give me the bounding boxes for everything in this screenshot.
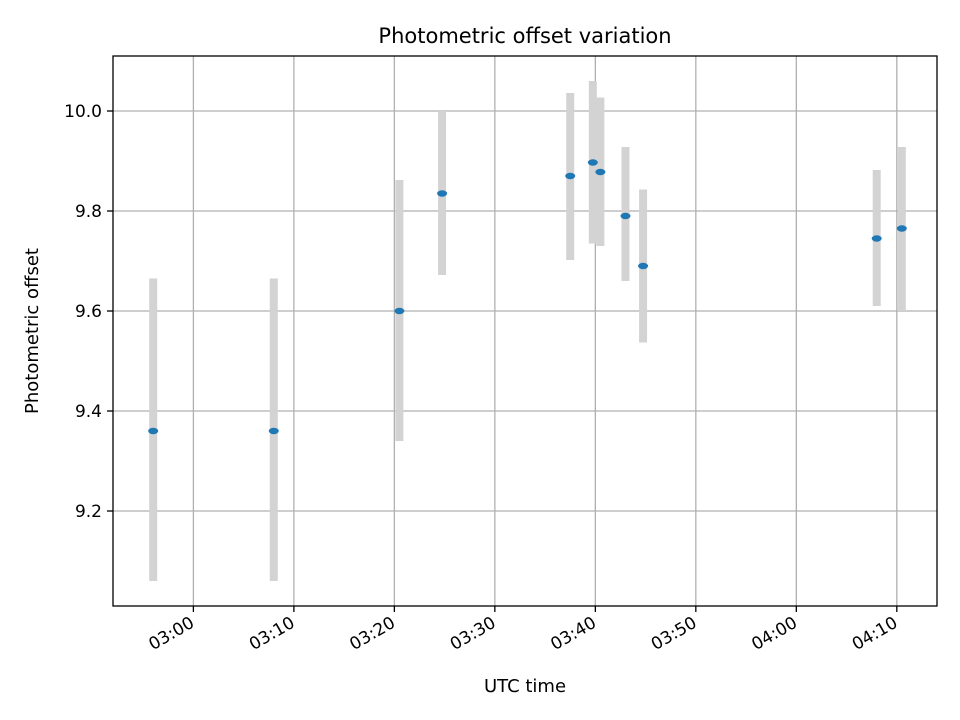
data-point [896, 225, 907, 232]
chart-title: Photometric offset variation [378, 24, 671, 48]
data-point [268, 427, 279, 435]
data-points [148, 159, 907, 435]
y-tick-label: 9.2 [75, 502, 102, 522]
y-tick-label: 9.8 [75, 202, 102, 222]
data-point [148, 427, 159, 435]
x-tick-label: 03:40 [547, 613, 599, 655]
grid-lines [113, 56, 937, 606]
data-point [620, 212, 631, 220]
plot-frame [112, 55, 938, 607]
x-tick-label: 03:00 [145, 613, 197, 655]
data-point [394, 307, 405, 315]
data-point [565, 172, 576, 180]
y-tick-label: 9.6 [75, 302, 102, 322]
x-tick-label: 03:10 [246, 613, 298, 655]
y-axis-title: Photometric offset [22, 248, 43, 414]
x-axis-title: UTC time [484, 676, 566, 697]
x-tick-label: 04:10 [849, 613, 901, 655]
data-point [871, 235, 882, 242]
x-tick-label: 03:20 [346, 613, 398, 655]
x-tick-label: 03:50 [648, 613, 700, 655]
x-tick-label: 04:00 [748, 613, 800, 655]
data-point [638, 262, 649, 270]
error-bars [149, 81, 906, 581]
data-point [587, 159, 598, 166]
x-tick-label: 03:30 [447, 613, 499, 655]
y-tick-label: 10.0 [64, 102, 102, 122]
data-point [595, 168, 606, 176]
y-tick-label: 9.4 [75, 402, 102, 422]
y-axis-ticks: 9.2 9.4 9.6 9.8 10.0 [64, 102, 113, 522]
x-axis-ticks: 03:00 03:10 03:20 03:30 03:40 03:50 04:00 04:10 [145, 606, 901, 655]
data-point [437, 190, 448, 197]
